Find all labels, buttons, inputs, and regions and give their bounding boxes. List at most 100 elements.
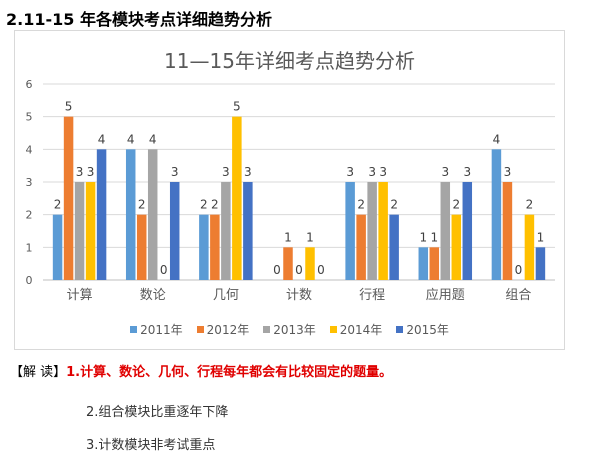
bar xyxy=(243,182,253,280)
data-label: 0 xyxy=(317,263,325,277)
data-label: 3 xyxy=(244,165,252,179)
bar xyxy=(451,214,462,280)
legend-entry: 2013年 xyxy=(263,321,316,338)
bar xyxy=(367,182,377,280)
data-label: 2 xyxy=(452,198,460,212)
y-tick-label: 2 xyxy=(26,209,33,222)
legend-label: 2014年 xyxy=(339,323,383,337)
legend-swatch xyxy=(196,326,204,333)
data-label: 0 xyxy=(273,263,281,277)
bar xyxy=(502,182,513,280)
data-label: 2 xyxy=(54,198,62,212)
data-label: 0 xyxy=(295,263,303,277)
bar xyxy=(52,214,63,280)
chart-title: 11—15年详细考点趋势分析 xyxy=(164,49,415,73)
bar xyxy=(74,182,85,280)
x-tick-label: 计数 xyxy=(286,288,312,303)
x-tick-label: 计算 xyxy=(67,288,93,303)
bar xyxy=(345,182,355,280)
data-label: 2 xyxy=(200,198,208,212)
data-label: 3 xyxy=(463,165,471,179)
data-label: 1 xyxy=(306,230,314,244)
y-tick-label: 6 xyxy=(26,78,33,91)
x-tick-label: 应用题 xyxy=(426,287,465,303)
data-label: 0 xyxy=(515,263,523,277)
data-label: 2 xyxy=(138,198,146,212)
data-label: 2 xyxy=(357,198,365,212)
bar xyxy=(85,182,96,280)
data-label: 4 xyxy=(98,132,106,146)
data-label: 3 xyxy=(368,165,376,179)
y-tick-label: 5 xyxy=(26,111,33,124)
analysis-point-3: 3.计数模块非考试重点 xyxy=(86,438,216,453)
bar xyxy=(96,149,107,280)
data-label: 3 xyxy=(171,165,179,179)
bar xyxy=(440,182,451,280)
data-label: 4 xyxy=(149,132,157,146)
bar xyxy=(147,149,158,280)
data-label: 5 xyxy=(233,100,241,114)
y-tick-label: 4 xyxy=(26,143,33,156)
legend-entry: 2014年 xyxy=(329,321,383,338)
chart-legend: 2011年 2012年 2013年 2014年 2015年 xyxy=(15,321,564,338)
data-label: 5 xyxy=(65,100,73,114)
analysis-point-1: 1.计算、数论、几何、行程每年都会有比较固定的题量。 xyxy=(66,365,393,380)
chart-container: 0 1 2 3 4 5 6 2 5 3 3 4 计算 4 2 4 0 3 数论 2 2 3 5 3 几何 0 1 0 1 0 计数 3 2 3 3 2… xyxy=(14,30,565,350)
bar xyxy=(524,214,535,280)
data-label: 3 xyxy=(222,165,230,179)
bar xyxy=(210,214,220,280)
y-tick-label: 3 xyxy=(26,176,33,189)
bar xyxy=(535,247,546,280)
page-heading: 2.11-15 年各模块考点详细趋势分析 xyxy=(6,10,272,29)
bar xyxy=(169,182,180,280)
legend-entry: 2015年 xyxy=(396,321,449,338)
data-label: 4 xyxy=(127,132,135,146)
bar xyxy=(356,214,366,280)
bar xyxy=(221,182,231,280)
data-label: 2 xyxy=(390,198,398,212)
bar xyxy=(125,149,136,280)
x-tick-label: 数论 xyxy=(140,288,166,303)
data-label: 3 xyxy=(504,165,512,179)
analysis-line: 【解 读】1.计算、数论、几何、行程每年都会有比较固定的题量。 xyxy=(10,364,392,382)
bar xyxy=(491,149,502,280)
legend-label: 2015年 xyxy=(406,323,449,337)
bar xyxy=(418,247,429,280)
legend-swatch xyxy=(130,326,138,333)
bar xyxy=(378,182,388,280)
y-tick-label: 0 xyxy=(26,274,33,287)
y-tick-label: 1 xyxy=(26,241,33,254)
bar xyxy=(199,214,209,280)
bar xyxy=(462,182,473,280)
data-label: 1 xyxy=(430,230,438,244)
data-label: 2 xyxy=(526,198,534,212)
legend-swatch xyxy=(263,326,271,333)
bar xyxy=(63,116,74,281)
data-label: 3 xyxy=(346,165,354,179)
data-label: 0 xyxy=(160,263,168,277)
bar xyxy=(283,247,293,280)
legend-swatch xyxy=(329,326,337,333)
bar xyxy=(136,214,147,280)
data-label: 4 xyxy=(493,132,501,146)
bar xyxy=(389,214,399,280)
legend-label: 2013年 xyxy=(273,323,316,337)
analysis-label: 【解 读】 xyxy=(10,365,67,380)
data-label: 2 xyxy=(211,198,219,212)
data-label: 3 xyxy=(76,165,84,179)
legend-label: 2011年 xyxy=(140,323,183,337)
bar xyxy=(305,247,315,280)
x-tick-label: 行程 xyxy=(359,288,385,303)
data-label: 3 xyxy=(87,165,95,179)
legend-label: 2012年 xyxy=(206,323,250,337)
legend-swatch xyxy=(396,326,404,333)
bar xyxy=(429,247,440,280)
legend-entry: 2012年 xyxy=(196,321,250,338)
analysis-point-2: 2.组合模块比重逐年下降 xyxy=(86,405,229,420)
data-label: 1 xyxy=(419,230,427,244)
data-label: 1 xyxy=(537,230,545,244)
data-label: 3 xyxy=(441,165,449,179)
x-tick-label: 组合 xyxy=(505,288,531,303)
bar xyxy=(232,116,242,281)
